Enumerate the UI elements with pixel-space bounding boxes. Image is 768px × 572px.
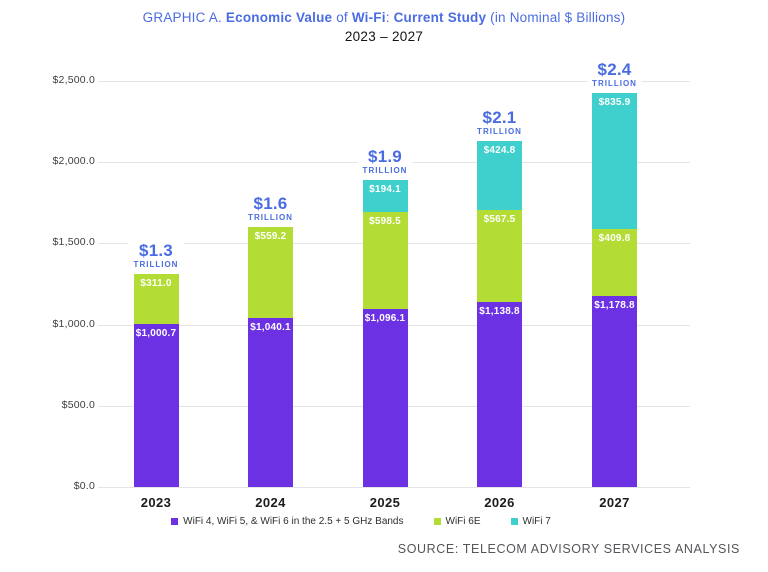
total-unit: TRILLION [592,79,637,89]
total-value: $2.4 [597,60,632,80]
y-axis-tick-label: $500.0 [61,398,95,411]
y-axis-tick-label: $2,500.0 [52,74,95,86]
segment-value-label: $424.8 [483,144,516,156]
legend-item-wifi6e: WiFi 6E [433,516,481,527]
bar-segment-teal: $424.8 [477,140,522,210]
bar-segment-green: $559.2 [248,227,293,319]
legend-label: WiFi 6E [445,516,481,527]
total-label: $1.3 TRILLION [128,240,184,269]
total-value: $1.3 [139,240,173,260]
x-axis-label: 2027 [599,495,630,510]
total-unit: TRILLION [477,126,522,136]
chart-legend: WiFi 4, WiFi 5, & WiFi 6 in the 2.5 + 5 … [0,516,722,527]
bar-segment-purple: $1,040.1 [248,318,293,487]
segment-value-label: $598.5 [369,215,401,227]
segment-value-label: $1,138.8 [479,306,520,318]
legend-item-wifi7: WiFi 7 [510,516,551,527]
segment-value-label: $559.2 [254,231,287,243]
segment-value-label: $311.0 [140,277,172,289]
total-value: $2.1 [482,107,517,127]
segment-value-label: $194.1 [369,184,401,196]
total-unit: TRILLION [248,213,293,223]
legend-label: WiFi 4, WiFi 5, & WiFi 6 in the 2.5 + 5 … [183,516,404,527]
bar-segment-purple: $1,096.1 [362,308,408,487]
gridline [98,487,690,488]
title-part: GRAPHIC A. [142,10,226,25]
legend-swatch-green-icon [433,518,441,525]
bar-segment-purple: $1,178.8 [592,295,637,487]
title-part: Current Study [393,10,487,25]
y-axis-tick-label: $1,000.0 [52,317,95,330]
total-label: $1.9 TRILLION [357,147,413,176]
legend-label: WiFi 7 [522,516,551,527]
legend-item-wifi456: WiFi 4, WiFi 5, & WiFi 6 in the 2.5 + 5 … [171,516,404,527]
segment-value-label: $409.8 [598,233,631,244]
x-axis-label: 2024 [255,495,286,510]
bar-segment-purple: $1,000.7 [133,324,179,487]
y-axis-tick-label: $1,500.0 [52,236,95,249]
y-axis-tick-label: $0.0 [73,480,95,492]
source-attribution: SOURCE: TELECOM ADVISORY SERVICES ANALYS… [397,542,740,556]
x-axis-label: 2025 [369,495,401,510]
total-unit: TRILLION [362,166,408,176]
legend-swatch-purple-icon [171,518,179,525]
title-part: (in Nominal $ Billions) [486,10,626,25]
x-axis-label: 2026 [484,495,515,510]
bar-segment-purple: $1,138.8 [477,302,522,487]
total-value: $1.9 [368,147,402,167]
segment-value-label: $835.9 [598,97,631,109]
segment-value-label: $1,096.1 [364,312,406,324]
total-label: $1.6 TRILLION [243,194,298,223]
chart-subtitle: 2023 – 2027 [344,29,424,44]
segment-value-label: $1,178.8 [594,299,635,311]
bar-segment-green: $598.5 [362,211,408,309]
total-unit: TRILLION [133,259,179,269]
total-value: $1.6 [253,194,288,214]
total-label: $2.1 TRILLION [472,107,527,136]
bar-segment-green: $409.8 [592,229,637,296]
segment-value-label: $1,000.7 [135,328,177,340]
bar-segment-green: $311.0 [133,273,179,325]
title-part: : [385,10,394,25]
gridline [98,81,690,82]
segment-value-label: $1,040.1 [250,322,291,334]
y-axis-tick-label: $2,000.0 [52,155,95,168]
bar-segment-green: $567.5 [477,209,522,303]
segment-value-label: $567.5 [483,213,516,225]
title-part: Wi-Fi [351,10,386,25]
title-part: Economic Value [225,10,333,25]
x-axis-label: 2023 [140,495,172,510]
bar-segment-teal: $194.1 [362,180,408,212]
chart-title: GRAPHIC A. Economic Value of Wi-Fi: Curr… [0,10,768,25]
title-part: of [332,10,352,25]
total-label: $2.4 TRILLION [587,60,642,89]
legend-swatch-teal-icon [510,518,518,525]
bar-segment-teal: $835.9 [592,93,637,229]
